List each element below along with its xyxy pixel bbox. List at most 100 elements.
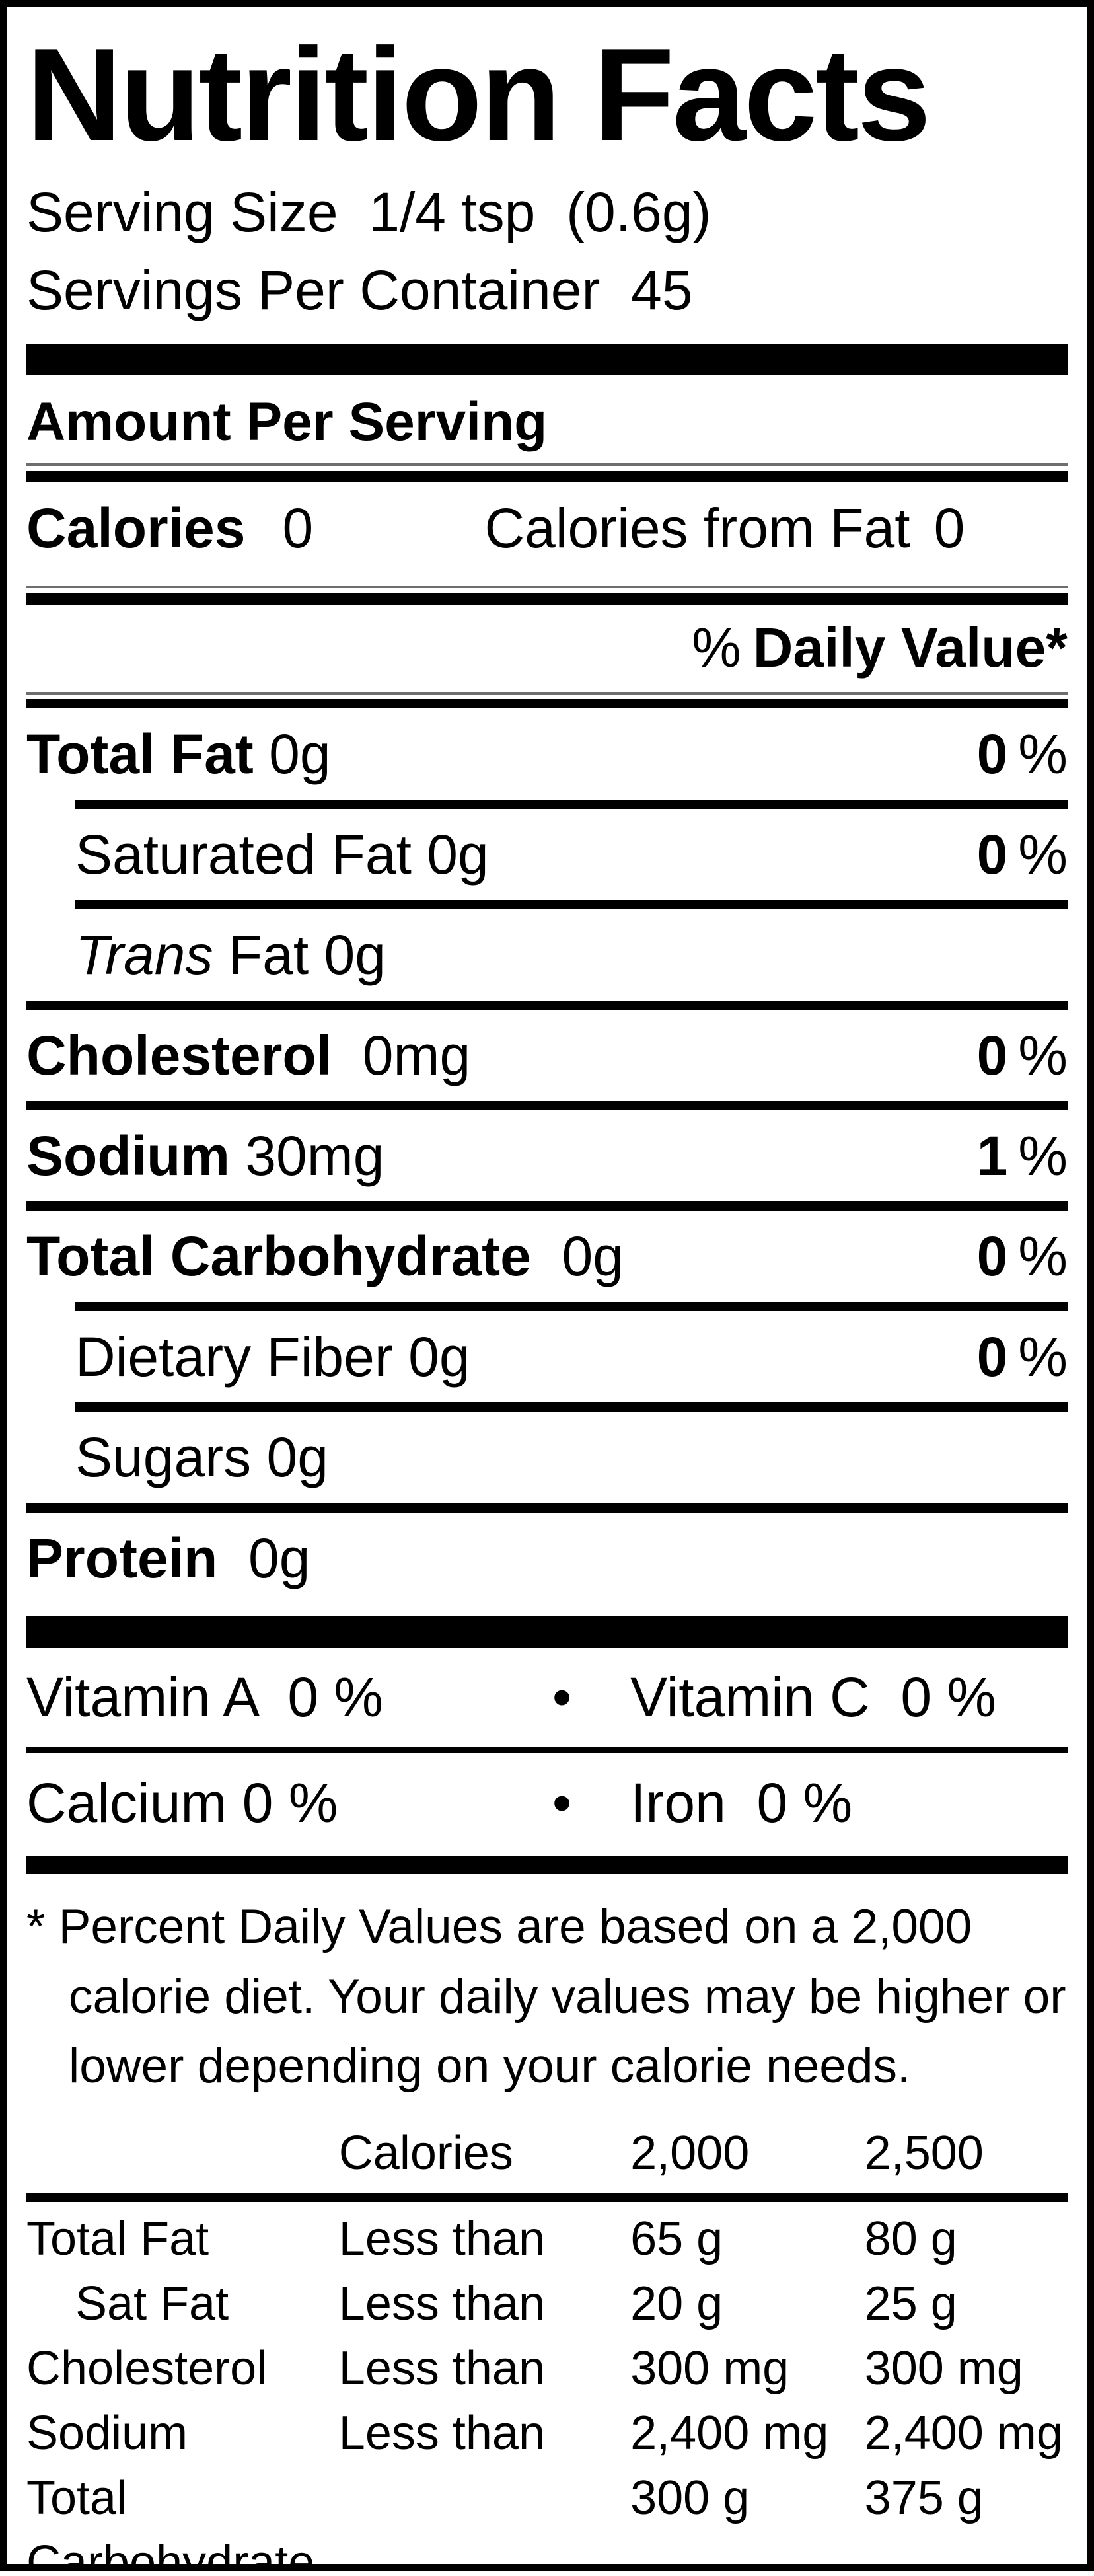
table-row: Sat Fat Less than 20 g 25 g: [26, 2272, 1068, 2337]
micronutrient-rule: [26, 1746, 1068, 1753]
bullet-separator: •: [552, 1771, 572, 1834]
nutrient-name-italic: Trans: [75, 924, 213, 987]
calories-from-fat-label: Calories from Fat: [484, 496, 910, 559]
row-rule: [26, 1503, 1068, 1513]
row-value-2500: 25 g: [864, 2277, 957, 2331]
percent-sign: %: [692, 616, 741, 679]
vitamin-c-value: Vitamin C 0 %: [630, 1665, 997, 1728]
row-value-2000: 300 g: [630, 2471, 750, 2524]
row-rule-indented: [75, 1402, 1068, 1412]
nutrient-amount: Sugars 0g: [75, 1426, 328, 1489]
rule-under-calories: [26, 585, 1068, 605]
daily-value-cell: 0%: [977, 1326, 1068, 1388]
row-rule: [26, 1101, 1068, 1111]
daily-value-cell: 0%: [977, 1024, 1068, 1086]
header-2000: 2,000: [630, 2127, 750, 2180]
nutrient-amount: 0mg: [332, 1024, 471, 1087]
row-name: Total Fat: [26, 2213, 209, 2266]
dv-number: 1: [976, 1125, 1008, 1188]
hairline: [26, 691, 1068, 695]
row-qualifier: [339, 2466, 630, 2564]
dv-number: 0: [976, 1225, 1008, 1288]
row-name: Sat Fat: [75, 2277, 229, 2331]
iron-value: Iron 0 %: [630, 1771, 853, 1834]
table-header-rule: [26, 2193, 1068, 2203]
dv-number: 0: [976, 1326, 1008, 1388]
row-value-2000: 300 mg: [630, 2342, 789, 2396]
nutrient-amount: 30mg: [230, 1125, 384, 1188]
daily-value-cell: 0%: [977, 723, 1068, 785]
bullet-separator: •: [552, 1665, 572, 1728]
calories-label: Calories: [26, 496, 246, 559]
nutrient-amount: Saturated Fat 0g: [75, 823, 489, 886]
micronutrient-row-2: Calcium 0 % • Iron 0 %: [26, 1753, 1068, 1852]
row-value-2500: 300 mg: [864, 2342, 1023, 2396]
thick-rule: [26, 699, 1068, 708]
vitamin-a-value: Vitamin A 0 %: [26, 1665, 384, 1728]
row-value-2500: 375 g: [864, 2471, 984, 2524]
table-row: Sodium Less than 2,400 mg 2,400 mg: [26, 2402, 1068, 2466]
nutrient-name: Trans Fat 0g: [75, 924, 386, 986]
dv-percent-sign: %: [1018, 823, 1068, 886]
table-row: Total Carbohydrate 300 g 375 g: [26, 2466, 1068, 2571]
row-value-2000: 65 g: [630, 2213, 723, 2266]
nutrient-name: Dietary Fiber 0g: [75, 1326, 470, 1388]
nutrient-amount: 0g: [253, 722, 331, 785]
thick-rule: [26, 470, 1068, 482]
nutrient-name-bold: Total Carbohydrate: [26, 1225, 531, 1288]
row-value-2000: 20 g: [630, 2277, 723, 2331]
nutrient-name: Sodium 30mg: [26, 1125, 384, 1187]
calories-row: Calories 0 Calories from Fat 0: [26, 482, 1068, 576]
row-value-2500: 80 g: [864, 2213, 957, 2266]
section-bar-vitamins: [26, 1615, 1068, 1648]
thick-rule: [26, 592, 1068, 605]
nutrient-row-sugars: Sugars 0g: [26, 1412, 1068, 1503]
nutrient-name: Sugars 0g: [75, 1426, 328, 1488]
daily-value-header: % Daily Value*: [26, 605, 1068, 692]
hairline: [26, 585, 1068, 588]
section-bar-footnote: [26, 1856, 1068, 1874]
nutrient-row-total-fat: Total Fat 0g 0%: [26, 708, 1068, 800]
row-qualifier: Less than: [338, 2342, 546, 2396]
header-spacer: [26, 2121, 339, 2186]
calories-from-fat-group: Calories from Fat 0: [484, 497, 965, 559]
section-bar-top: [26, 344, 1068, 376]
table-header-row: Calories 2,000 2,500: [26, 2121, 1068, 2186]
calories-from-fat-value: 0: [933, 496, 965, 559]
nutrient-name: Cholesterol 0mg: [26, 1024, 470, 1086]
header-calories: Calories: [338, 2127, 513, 2180]
nutrient-row-trans-fat: Trans Fat 0g: [26, 909, 1068, 1001]
amount-per-serving-heading: Amount Per Serving: [26, 392, 548, 453]
dv-percent-sign: %: [1018, 722, 1068, 785]
row-value-2000: 2,400 mg: [630, 2406, 829, 2460]
hairline: [26, 463, 1068, 466]
nutrient-row-cholesterol: Cholesterol 0mg 0%: [26, 1010, 1068, 1101]
nutrient-name: Total Carbohydrate 0g: [26, 1225, 624, 1287]
nutrient-row-sodium: Sodium 30mg 1%: [26, 1110, 1068, 1201]
table-row: Total Fat Less than 65 g 80 g: [26, 2207, 1068, 2272]
dv-percent-sign: %: [1018, 1125, 1068, 1188]
row-value-2500: 2,400 mg: [864, 2406, 1063, 2460]
calories-value: 0: [282, 496, 314, 559]
nutrient-row-total-carbohydrate: Total Carbohydrate 0g 0%: [26, 1211, 1068, 1302]
daily-values-table: Calories 2,000 2,500 Total Fat Less than…: [26, 2121, 1068, 2571]
table-row: Cholesterol Less than 300 mg 300 mg: [26, 2337, 1068, 2402]
dv-percent-sign: %: [1018, 1326, 1068, 1388]
daily-value-cell: 0%: [977, 1225, 1068, 1287]
row-name: Sodium: [26, 2406, 188, 2460]
dv-percent-sign: %: [1018, 1225, 1068, 1288]
nutrient-amount: 0g: [217, 1527, 310, 1589]
daily-value-cell: 0%: [977, 823, 1068, 886]
row-rule-indented: [75, 900, 1068, 910]
dv-number: 0: [976, 823, 1008, 886]
row-qualifier: Less than: [338, 2406, 546, 2460]
nutrient-name-bold: Sodium: [26, 1125, 230, 1188]
rule-under-amount-per-serving: [26, 463, 1068, 482]
daily-values-footnote: * Percent Daily Values are based on a 2,…: [26, 1899, 1066, 2094]
daily-value-text: Daily Value*: [752, 616, 1068, 679]
nutrient-name: Saturated Fat 0g: [75, 823, 489, 886]
row-name: Total Carbohydrate: [26, 2471, 315, 2571]
nutrient-row-saturated-fat: Saturated Fat 0g 0%: [26, 809, 1068, 900]
